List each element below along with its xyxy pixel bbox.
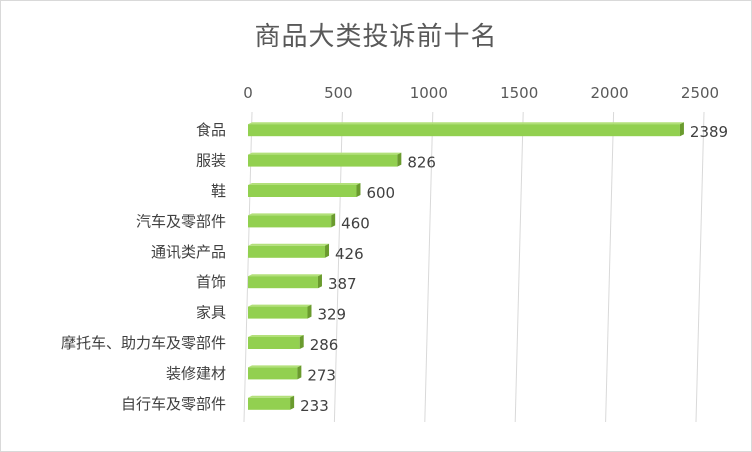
value-label: 286 [310, 336, 339, 354]
value-label: 273 [307, 366, 336, 384]
x-tick-label: 2000 [591, 84, 629, 102]
bar-front-face [248, 276, 318, 289]
bar-front-face [248, 337, 300, 349]
bar-3 [248, 183, 361, 197]
bar-top-face [248, 183, 361, 185]
bar-front-face [248, 397, 291, 410]
category-label: 自行车及零部件 [121, 395, 226, 413]
bar-top-face [248, 152, 402, 155]
value-label: 460 [341, 214, 370, 232]
bar-side-face [679, 122, 684, 137]
bar-side-face [317, 274, 322, 289]
bar-top-face [248, 304, 312, 307]
bar-1 [248, 122, 684, 137]
value-label: 426 [335, 245, 364, 263]
bar-top-face [248, 395, 295, 398]
category-labels: 食品服装鞋汽车及零部件通讯类产品首饰家具摩托车、助力车及零部件装修建材自行车及零… [61, 121, 226, 413]
value-label: 329 [317, 306, 346, 324]
gridline [695, 111, 705, 423]
bar-top-face [248, 243, 330, 246]
category-label: 摩托车、助力车及零部件 [61, 334, 226, 352]
x-tick-label: 1000 [410, 84, 448, 102]
bar-top-face [248, 365, 302, 368]
bar-side-face [299, 335, 304, 349]
bar-front-face [248, 154, 398, 167]
category-label: 首饰 [196, 273, 226, 291]
bar-front-face [248, 124, 680, 137]
bar-side-face [397, 152, 402, 167]
bar-front-face [248, 215, 332, 228]
category-label: 装修建材 [166, 364, 226, 382]
bar-front-face [248, 367, 298, 380]
bar-top-face [248, 274, 322, 277]
x-tick-label: 1500 [500, 84, 538, 102]
bar-top-face [248, 335, 304, 337]
x-tick-label: 2500 [681, 84, 719, 102]
bar-5 [248, 243, 330, 258]
gridline [424, 111, 434, 423]
bar-front-face [248, 306, 308, 319]
value-label: 233 [300, 397, 329, 415]
bar-front-face [248, 185, 357, 197]
bars [248, 122, 684, 410]
bar-8 [248, 335, 304, 349]
bar-4 [248, 213, 336, 228]
gridline [605, 111, 615, 423]
category-label: 鞋 [211, 182, 226, 200]
bar-front-face [248, 245, 326, 258]
bar-2 [248, 152, 402, 167]
gridline [514, 111, 524, 423]
category-label: 通讯类产品 [151, 243, 226, 261]
value-labels: 2389 826 600 460 426 387 329 286 273 233 [300, 123, 728, 415]
category-label: 家具 [196, 304, 226, 322]
bar-6 [248, 274, 322, 289]
bar-top-face [248, 122, 684, 125]
bar-9 [248, 365, 302, 380]
bar-side-face [331, 213, 336, 228]
bar-7 [248, 304, 312, 319]
value-label: 387 [328, 275, 357, 293]
bar-side-face [307, 304, 312, 319]
bar-side-face [297, 365, 302, 380]
bar-side-face [325, 243, 330, 258]
bar-top-face [248, 213, 336, 216]
x-tick-labels: 0 500 1000 1500 2000 2500 [243, 84, 719, 102]
x-tick-label: 0 [243, 84, 253, 102]
bar-side-face [356, 183, 361, 197]
value-label: 2389 [690, 123, 728, 141]
bar-10 [248, 395, 295, 410]
chart-title: 商品大类投诉前十名 [254, 22, 498, 52]
category-label: 服装 [196, 152, 226, 170]
category-label: 汽车及零部件 [136, 212, 226, 230]
value-label: 600 [366, 184, 395, 202]
x-tick-label: 500 [324, 84, 353, 102]
category-label: 食品 [196, 121, 226, 139]
bar-side-face [290, 395, 295, 410]
value-label: 826 [407, 154, 436, 172]
